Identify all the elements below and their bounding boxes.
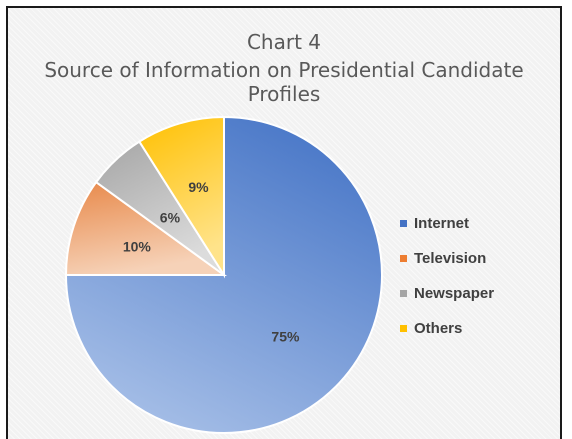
pie-slice-television [64, 180, 228, 276]
pie-chart: 75% 10% 6% 9% [64, 115, 383, 434]
data-label-internet: 75% [271, 328, 300, 344]
chart-title: Chart 4 [246, 30, 322, 54]
legend-label: Others [414, 320, 463, 337]
legend-swatch [400, 325, 407, 332]
legend-item-newspaper: Newspaper [400, 276, 520, 311]
data-label-others: 9% [188, 179, 209, 195]
legend-swatch [400, 255, 407, 262]
data-label-television: 10% [123, 239, 152, 255]
legend-item-internet: Internet [400, 206, 520, 241]
chart-legend: Internet Television Newspaper Others [400, 206, 520, 346]
pie-slice-others [137, 115, 225, 279]
legend-label: Internet [414, 215, 470, 232]
legend-item-others: Others [400, 311, 520, 346]
legend-swatch [400, 290, 407, 297]
chart-subtitle: Source of Information on Presidential Ca… [44, 58, 524, 106]
data-label-newspaper: 6% [160, 209, 181, 225]
legend-swatch [400, 220, 407, 227]
legend-label: Television [414, 250, 487, 267]
legend-item-television: Television [400, 241, 520, 276]
chart-frame: Chart 4 Source of Information on Preside… [6, 6, 562, 439]
legend-label: Newspaper [414, 285, 495, 302]
